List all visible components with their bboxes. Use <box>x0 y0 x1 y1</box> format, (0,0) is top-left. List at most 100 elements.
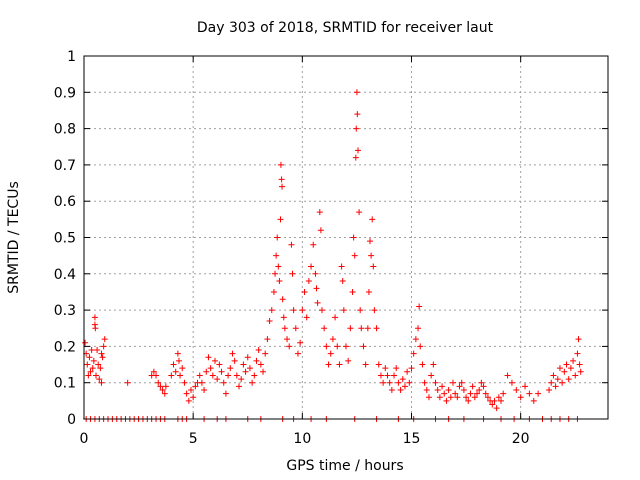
data-point <box>367 238 374 245</box>
data-point <box>84 361 91 368</box>
data-point <box>264 336 271 343</box>
data-point <box>289 270 296 277</box>
data-point <box>87 368 94 375</box>
data-point <box>417 343 424 350</box>
data-point <box>421 379 428 386</box>
data-point <box>270 288 277 295</box>
data-point <box>172 368 179 375</box>
data-point <box>251 372 258 379</box>
data-point <box>85 372 92 379</box>
data-points <box>82 89 584 422</box>
data-point <box>313 285 320 292</box>
data-point <box>554 376 561 383</box>
data-point <box>278 176 285 183</box>
x-tick-label: 0 <box>80 431 89 447</box>
data-point <box>425 394 432 401</box>
data-point <box>500 390 507 397</box>
data-point <box>231 357 238 364</box>
data-point <box>325 361 332 368</box>
data-point <box>349 288 356 295</box>
data-point <box>273 252 280 259</box>
data-point <box>242 368 249 375</box>
data-point <box>480 383 487 390</box>
data-point <box>96 376 103 383</box>
data-point <box>201 386 208 393</box>
data-point <box>491 397 498 404</box>
data-point <box>321 325 328 332</box>
y-tick-label: 0.6 <box>54 194 76 210</box>
data-point <box>98 350 105 357</box>
data-point <box>572 372 579 379</box>
data-point <box>257 361 264 368</box>
data-point <box>495 394 502 401</box>
data-point <box>236 383 243 390</box>
data-point <box>229 350 236 357</box>
x-axis-label: GPS time / hours <box>286 458 403 474</box>
data-point <box>192 383 199 390</box>
data-point <box>238 376 245 383</box>
data-point <box>303 314 310 321</box>
data-point <box>179 365 186 372</box>
data-point <box>212 357 218 364</box>
data-point <box>175 357 182 364</box>
data-point <box>419 361 426 368</box>
data-point <box>218 368 225 375</box>
data-point <box>310 241 317 248</box>
data-point <box>161 390 168 397</box>
data-point <box>284 336 291 343</box>
data-point <box>249 379 256 386</box>
data-point <box>364 325 371 332</box>
data-point <box>526 390 533 397</box>
data-point <box>423 386 430 393</box>
data-point <box>428 372 435 379</box>
data-point <box>301 288 308 295</box>
data-point <box>339 278 346 285</box>
data-point <box>124 379 131 386</box>
data-point <box>255 347 262 354</box>
data-point <box>181 379 188 386</box>
y-tick-label: 0.1 <box>54 376 76 392</box>
data-point <box>268 307 275 314</box>
data-point <box>290 307 297 314</box>
data-point <box>353 125 360 132</box>
data-point <box>353 89 360 96</box>
data-point <box>276 278 283 285</box>
data-point <box>305 278 312 285</box>
data-point <box>552 383 559 390</box>
data-point <box>279 183 286 190</box>
data-point <box>498 397 505 404</box>
data-point <box>548 379 555 386</box>
data-point <box>391 372 398 379</box>
data-point <box>177 372 184 379</box>
data-point <box>384 372 391 379</box>
data-point <box>262 350 269 357</box>
data-point <box>576 361 583 368</box>
data-point <box>277 216 284 223</box>
data-point <box>91 314 98 321</box>
data-point <box>279 296 286 303</box>
data-point <box>86 354 93 361</box>
data-point <box>274 234 281 241</box>
data-point <box>370 263 377 270</box>
data-point <box>323 343 330 350</box>
data-point <box>275 263 282 270</box>
x-tick-label: 10 <box>293 431 311 447</box>
data-point <box>522 383 529 390</box>
axis-ticks <box>83 55 608 420</box>
data-point <box>157 383 164 390</box>
data-point <box>377 372 384 379</box>
data-point <box>94 347 101 354</box>
data-point <box>432 379 439 386</box>
data-point <box>209 372 216 379</box>
data-point <box>317 227 324 234</box>
data-point <box>368 252 375 259</box>
data-point <box>406 379 413 386</box>
data-point <box>393 365 400 372</box>
data-point <box>460 386 467 393</box>
data-point <box>281 325 288 332</box>
data-point <box>89 365 96 372</box>
data-point <box>329 336 336 343</box>
data-point <box>312 270 319 277</box>
data-point <box>550 372 557 379</box>
